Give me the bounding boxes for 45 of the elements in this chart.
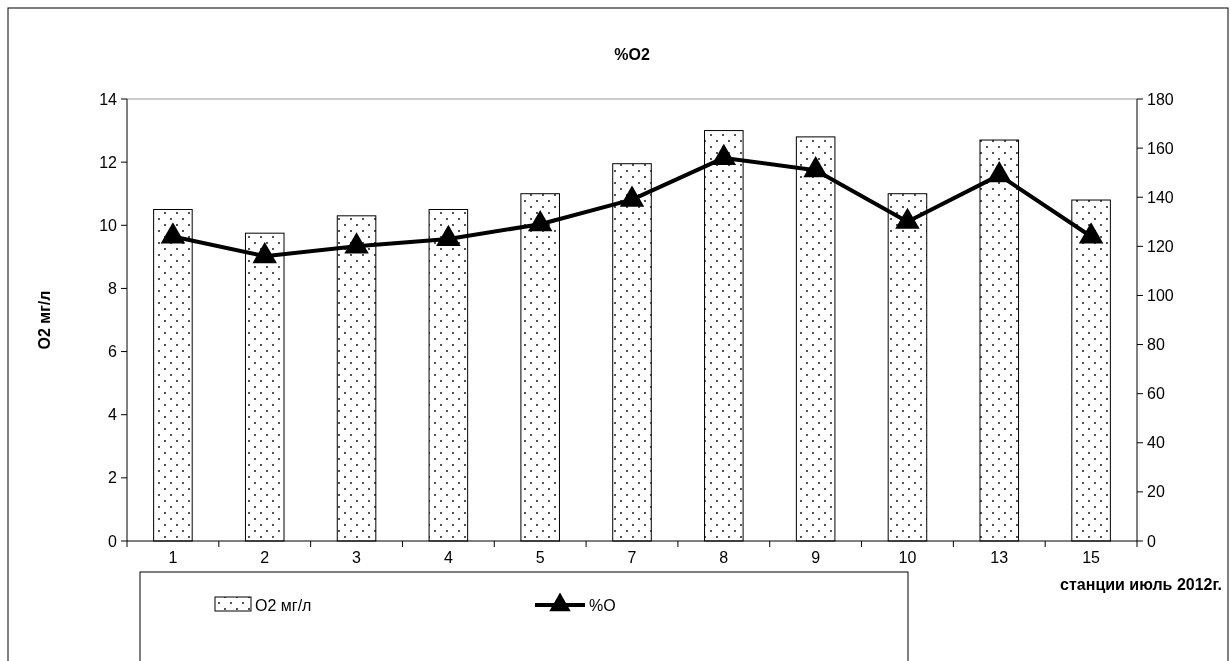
point xyxy=(711,143,737,166)
y2-tick-label: 160 xyxy=(1147,139,1174,157)
x-tick-label: 4 xyxy=(443,549,453,566)
y2-tick-label: 60 xyxy=(1147,385,1165,403)
y-tick-label: 0 xyxy=(108,532,118,550)
y-axis-title: O2 мг/л xyxy=(36,290,53,350)
point xyxy=(252,242,277,264)
point xyxy=(1078,222,1104,244)
legend-label: O2 мг/л xyxy=(255,596,312,614)
y-tick-label: 6 xyxy=(108,343,118,361)
y2-tick-label: 100 xyxy=(1147,287,1174,305)
x-tick-label: 15 xyxy=(1082,549,1101,566)
x-axis-title: станции июль 2012г. xyxy=(1060,576,1222,593)
y-tick-label: 4 xyxy=(108,406,118,424)
point xyxy=(436,224,461,247)
point xyxy=(987,160,1012,183)
point xyxy=(619,185,645,207)
y2-tick-label: 40 xyxy=(1147,434,1165,452)
point xyxy=(160,222,186,244)
y2-tick-label: 180 xyxy=(1147,90,1174,108)
y-tick-label: 10 xyxy=(99,216,118,234)
y2-tick-label: 140 xyxy=(1147,188,1174,206)
x-tick-label: 3 xyxy=(352,549,362,566)
legend-label: %O xyxy=(589,596,616,614)
x-tick-label: 9 xyxy=(811,549,821,566)
x-tick-label: 10 xyxy=(898,549,917,566)
x-tick-label: 1 xyxy=(168,549,178,566)
y2-tick-label: 80 xyxy=(1147,336,1165,354)
y-tick-label: 12 xyxy=(99,153,118,171)
point xyxy=(895,207,920,229)
point xyxy=(344,232,369,254)
x-tick-label: 2 xyxy=(260,549,270,566)
y-tick-label: 8 xyxy=(108,280,118,298)
x-tick-label: 7 xyxy=(627,549,637,566)
y-tick-label: 2 xyxy=(108,469,118,487)
point xyxy=(527,210,553,232)
y2-tick-label: 120 xyxy=(1147,237,1174,255)
x-tick-label: 13 xyxy=(990,549,1009,566)
chart-title: %O2 xyxy=(614,46,650,63)
y2-tick-label: 0 xyxy=(1147,532,1156,550)
y2-tick-label: 20 xyxy=(1147,483,1165,501)
x-tick-label: 5 xyxy=(535,549,545,566)
x-tick-label: 8 xyxy=(719,549,729,566)
point xyxy=(803,156,828,178)
y-tick-label: 14 xyxy=(99,90,118,108)
